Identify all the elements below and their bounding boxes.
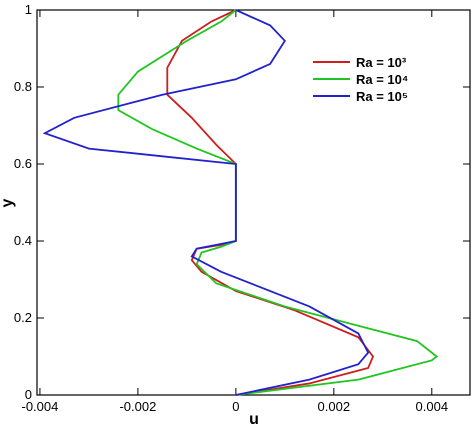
x-tick-label: 0.004: [416, 399, 449, 414]
plot-frame: [36, 9, 471, 396]
x-tick-label: 0: [232, 399, 239, 414]
legend-label: Ra = 10⁵: [356, 89, 408, 104]
series-line: [117, 9, 439, 396]
y-tick-label: 0.6: [14, 156, 32, 171]
legend-label: Ra = 10⁴: [356, 72, 408, 87]
y-tick-label: 1: [25, 2, 32, 17]
y-tick-label: 0.4: [14, 233, 32, 248]
legend-label: Ra = 10³: [356, 55, 407, 70]
x-tick-label: -0.002: [119, 399, 156, 414]
y-tick-label: 0.8: [14, 79, 32, 94]
x-tick-label: -0.004: [22, 399, 59, 414]
y-tick-label: 0: [25, 387, 32, 402]
series-line: [166, 9, 375, 396]
y-tick-label: 0.2: [14, 310, 32, 325]
series-line: [42, 9, 370, 396]
x-axis-label: u: [249, 411, 259, 428]
x-tick-label: 0.002: [318, 399, 351, 414]
y-axis-label: y: [0, 198, 16, 207]
